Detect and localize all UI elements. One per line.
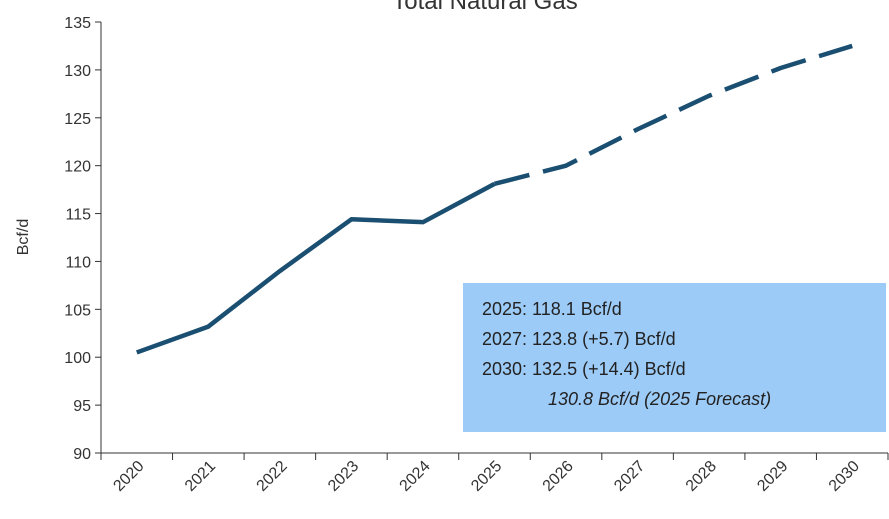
y-tick-label: 125 xyxy=(64,111,91,128)
chart-title: Total Natural Gas xyxy=(392,0,577,15)
y-tick-label: 130 xyxy=(64,63,91,80)
y-tick-label: 110 xyxy=(65,254,91,271)
annotation-text: 2030: 132.5 (+14.4) Bcf/d xyxy=(482,359,686,379)
x-tick-label: 2020 xyxy=(110,458,147,495)
x-tick-label: 2025 xyxy=(468,458,505,495)
series-line xyxy=(493,43,853,187)
y-axis-label: Bcf/d xyxy=(15,219,32,255)
x-tick-label: 2026 xyxy=(540,458,577,495)
x-tick-label: 2030 xyxy=(826,458,863,495)
annotation-text: 2025: 118.1 Bcf/d xyxy=(482,299,622,319)
annotation-box xyxy=(463,283,886,432)
x-tick-label: 2023 xyxy=(325,458,362,495)
x-tick-label: 2024 xyxy=(397,458,434,495)
x-tick-label: 2029 xyxy=(754,458,791,495)
annotation-text: 2027: 123.8 (+5.7) Bcf/d xyxy=(482,329,676,349)
y-tick-label: 95 xyxy=(73,398,91,415)
x-tick-label: 2027 xyxy=(611,458,648,495)
y-tick-label: 90 xyxy=(73,446,91,463)
y-tick-label: 105 xyxy=(64,302,91,319)
y-tick-label: 120 xyxy=(64,159,91,176)
annotation-text: 130.8 Bcf/d (2025 Forecast) xyxy=(548,389,771,409)
series-line xyxy=(136,181,496,355)
y-tick-label: 100 xyxy=(64,350,91,367)
x-tick-label: 2028 xyxy=(683,458,720,495)
x-tick-label: 2021 xyxy=(182,458,219,495)
x-tick-label: 2022 xyxy=(254,458,291,495)
y-tick-label: 135 xyxy=(64,15,91,32)
y-tick-label: 115 xyxy=(65,207,91,224)
